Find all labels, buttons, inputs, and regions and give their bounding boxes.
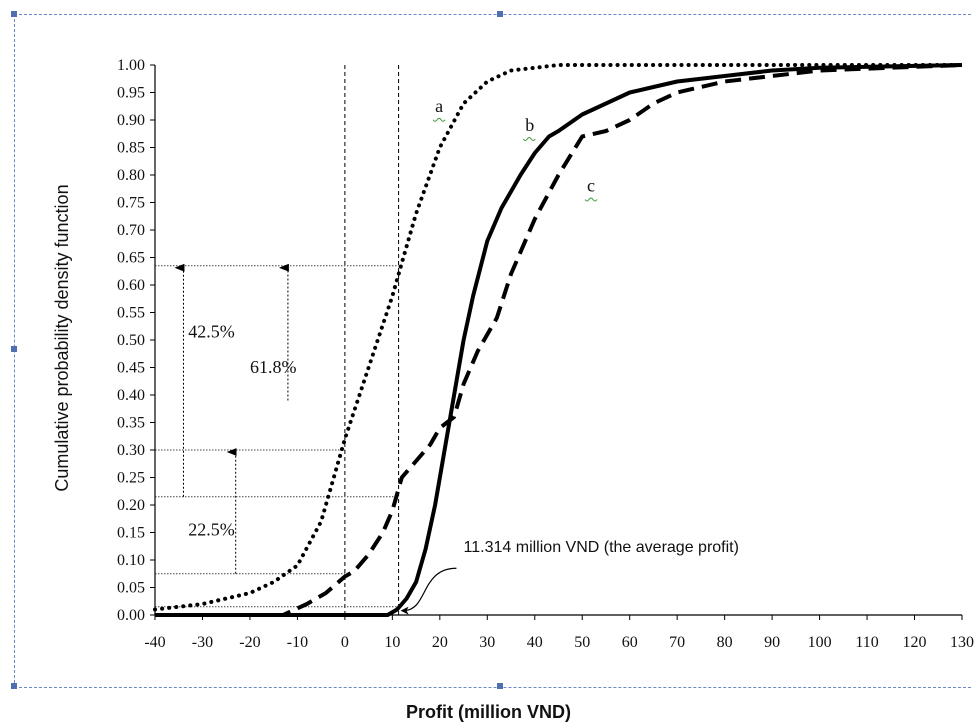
x-tick-label: 60 bbox=[622, 634, 638, 651]
series-line-a bbox=[153, 63, 964, 612]
x-tick-label: 40 bbox=[527, 634, 543, 651]
percentage-annotation: 22.5% bbox=[188, 519, 235, 539]
resize-handle-bottom-left[interactable] bbox=[11, 683, 17, 689]
y-tick-label: 0.10 bbox=[117, 552, 145, 569]
percentage-annotation: 61.8% bbox=[250, 357, 296, 377]
x-tick-label: 100 bbox=[808, 634, 832, 651]
resize-handle-top-left[interactable] bbox=[11, 11, 17, 17]
x-tick-label: 50 bbox=[574, 634, 590, 651]
x-tick-label: 90 bbox=[764, 634, 780, 651]
average-pointer-arrowhead bbox=[400, 606, 409, 615]
y-tick-label: 0.15 bbox=[117, 525, 145, 542]
y-tick-label: 1.00 bbox=[117, 57, 145, 74]
x-tick-label: 120 bbox=[903, 634, 927, 651]
spellcheck-underline bbox=[432, 117, 446, 122]
x-tick-label: 70 bbox=[669, 634, 685, 651]
y-tick-label: 0.35 bbox=[117, 415, 145, 432]
resize-handle-middle-left[interactable] bbox=[11, 346, 17, 352]
y-tick-label: 0.60 bbox=[117, 277, 145, 294]
x-axis-label: Profit (million VND) bbox=[406, 702, 571, 722]
y-tick-label: 0.55 bbox=[117, 305, 145, 322]
y-tick-label: 0.40 bbox=[117, 387, 145, 404]
y-tick-label: 0.65 bbox=[117, 250, 145, 267]
series-label-c: c bbox=[587, 176, 595, 196]
spellcheck-underline bbox=[522, 137, 536, 141]
y-axis-label: Cumulative probability density function bbox=[52, 184, 72, 491]
average-pointer-curve bbox=[404, 567, 457, 612]
x-tick-label: 80 bbox=[717, 634, 733, 651]
average-profit-annotation: 11.314 million VND (the average profit) bbox=[464, 539, 739, 556]
y-tick-label: 0.90 bbox=[117, 112, 145, 129]
x-tick-label: 110 bbox=[855, 634, 878, 651]
x-tick-label: 30 bbox=[479, 634, 495, 651]
y-tick-label: 0.95 bbox=[117, 85, 145, 102]
y-tick-label: 0.85 bbox=[117, 140, 145, 157]
x-tick-label: -30 bbox=[192, 634, 213, 651]
y-tick-label: 0.05 bbox=[117, 580, 145, 597]
y-tick-label: 0.45 bbox=[117, 360, 145, 377]
x-tick-label: -20 bbox=[239, 634, 260, 651]
y-tick-label: 0.80 bbox=[117, 167, 145, 184]
x-tick-label: -10 bbox=[287, 634, 308, 651]
x-tick-label: 0 bbox=[341, 634, 349, 651]
x-tick-label: 20 bbox=[432, 634, 448, 651]
y-tick-label: 0.20 bbox=[117, 497, 145, 514]
series-label-a: a bbox=[435, 96, 443, 116]
y-tick-label: 0.00 bbox=[117, 607, 145, 624]
series-label-b: b bbox=[525, 115, 534, 135]
series-line-c bbox=[155, 63, 963, 617]
y-tick-label: 0.25 bbox=[117, 470, 145, 487]
resize-handle-bottom-middle[interactable] bbox=[497, 683, 503, 689]
percentage-annotation: 42.5% bbox=[188, 321, 235, 341]
resize-handle-top-middle[interactable] bbox=[497, 11, 503, 17]
x-tick-label: 10 bbox=[384, 634, 400, 651]
spellcheck-underline bbox=[584, 197, 598, 202]
y-tick-label: 0.30 bbox=[117, 442, 145, 459]
y-tick-label: 0.70 bbox=[117, 222, 145, 239]
y-tick-label: 0.75 bbox=[117, 195, 145, 212]
y-tick-label: 0.50 bbox=[117, 332, 145, 349]
series-line-b bbox=[155, 63, 963, 617]
x-tick-label: -40 bbox=[144, 634, 165, 651]
x-tick-label: 130 bbox=[950, 634, 974, 651]
